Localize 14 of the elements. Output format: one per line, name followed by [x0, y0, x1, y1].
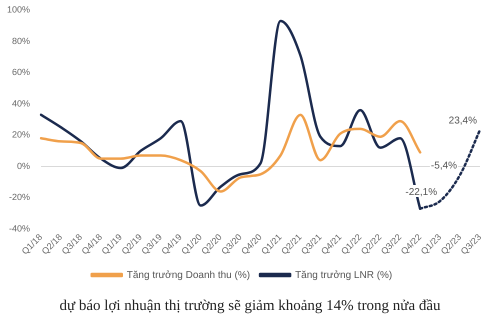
legend-label: Tăng trưởng LNR (%) [295, 270, 392, 281]
y-tick-label: 80% [12, 36, 30, 46]
y-tick-label: 60% [12, 67, 30, 78]
data-label: -5,4% [430, 160, 458, 172]
data-label: 23,4% [448, 116, 478, 127]
legend-label: Tăng trưởng Doanh thu (%) [126, 270, 250, 281]
y-tick-label: 0% [17, 160, 30, 171]
y-tick-label: 40% [12, 98, 30, 108]
y-tick-label: 20% [12, 130, 30, 140]
data-label: -22,1% [405, 186, 438, 198]
text: dự báo lợi nhuận thị trường sẽ giảm khoảng 14% trong nửa đầu [58, 298, 442, 315]
y-tick-label: -40% [9, 224, 30, 234]
y-tick-label: -20% [9, 192, 30, 202]
y-tick-label: 100% [6, 4, 30, 14]
